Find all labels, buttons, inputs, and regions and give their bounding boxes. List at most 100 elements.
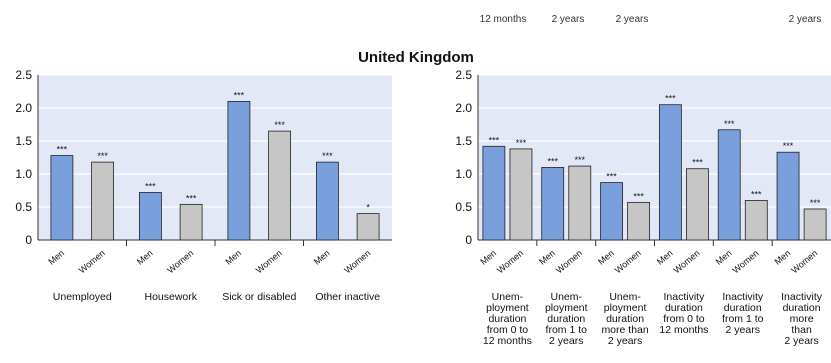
bar-men	[315, 161, 339, 241]
group-label: Unem-ployment duration more than 2 years	[601, 291, 648, 347]
group-label: Unemployed	[53, 291, 112, 303]
group-label-line: duration	[724, 302, 762, 314]
bar-men	[541, 166, 565, 241]
x-tick-label: Women	[495, 248, 525, 275]
group-label: Inactivity duration from 1 to 2 years	[722, 291, 764, 336]
left-panel: 0 0.5 1.0 1.5 2.0 2.5 *** Men *** Women Unemployed…	[15, 68, 392, 303]
group-label-line: 2 years	[784, 335, 818, 347]
group-label-line: 12 months	[483, 335, 532, 347]
y-tick-label: 1.0	[15, 167, 32, 181]
group-label-line: more	[790, 313, 814, 325]
significance-label: ***	[575, 155, 586, 165]
x-tick-label: Women	[730, 248, 760, 275]
significance-label: ***	[57, 145, 68, 155]
x-tick-label: Women	[342, 248, 372, 275]
bar-men	[227, 101, 251, 241]
plot-area	[478, 75, 831, 240]
significance-label: *	[366, 203, 370, 213]
y-tick-label: 2.0	[455, 101, 472, 115]
significance-label: ***	[810, 198, 821, 208]
significance-label: ***	[234, 90, 245, 100]
bar-women	[686, 168, 709, 241]
group-label: Housework	[144, 291, 197, 303]
y-tick-label: 0.5	[455, 200, 472, 214]
significance-label: ***	[783, 141, 794, 151]
bar-women	[568, 165, 592, 241]
bar-men	[138, 192, 162, 241]
significance-label: ***	[145, 181, 156, 191]
y-tick-label: 0	[25, 233, 32, 247]
group-label: Unem-ployment duration from 1 to 2 years	[545, 291, 588, 347]
group-label: Sick or disabled	[222, 291, 296, 303]
group-label-line: from 0 to	[663, 313, 705, 325]
group-label-line: 12 months	[659, 324, 708, 336]
group-label-line: duration	[488, 313, 526, 325]
bar-women	[268, 130, 292, 241]
y-tick-label: 2.0	[15, 101, 32, 115]
significance-label: ***	[186, 193, 197, 203]
group-label-line: 2 years	[608, 335, 642, 347]
group-label-line: from 0 to	[487, 324, 529, 336]
x-tick-label: Women	[554, 248, 584, 275]
x-tick-label: Women	[165, 248, 195, 275]
x-tick-label: Men	[655, 248, 675, 267]
group-label-line: from 1 to	[722, 313, 764, 325]
x-tick-label: Men	[478, 248, 498, 267]
y-tick-label: 2.5	[455, 68, 472, 82]
group-label-line: Unem-	[550, 291, 582, 303]
significance-label: ***	[97, 151, 108, 161]
group-label-line: 2 years	[549, 335, 583, 347]
group-label-line: ployment	[604, 302, 647, 314]
group-label-line: than	[791, 324, 812, 336]
group-label-line: ployment	[486, 302, 529, 314]
bar-men	[658, 104, 682, 241]
bar-women	[356, 213, 380, 241]
x-tick-label: Men	[772, 248, 792, 267]
x-tick-label: Men	[46, 248, 66, 267]
group-label-line: duration	[665, 302, 703, 314]
group-label-line: Inactivity	[781, 291, 823, 303]
bar-women	[744, 199, 768, 241]
y-tick-label: 1.0	[455, 167, 472, 181]
y-tick-label: 0.5	[15, 200, 32, 214]
x-tick-label: Men	[537, 248, 557, 267]
group-label-line: Sick or disabled	[222, 291, 296, 303]
group-label-line: from 1 to	[546, 324, 588, 336]
x-tick-label: Men	[223, 248, 243, 267]
significance-label: ***	[274, 120, 285, 130]
group-label: Other inactive	[315, 291, 380, 303]
group-label-line: Unemployed	[53, 291, 112, 303]
significance-label: ***	[547, 156, 558, 166]
chart-title: United Kingdom	[358, 49, 474, 66]
group-label-line: Inactivity	[722, 291, 764, 303]
y-tick-label: 1.5	[455, 134, 472, 148]
x-tick-label: Men	[312, 248, 332, 267]
x-tick-label: Men	[714, 248, 734, 267]
group-label-line: Inactivity	[663, 291, 705, 303]
bar-men	[50, 155, 74, 241]
group-label: Unem-ployment duration from 0 to 12 months	[483, 291, 532, 347]
significance-label: ***	[633, 191, 644, 201]
significance-label: ***	[516, 138, 527, 148]
group-label: Inactivity duration more than 2 years	[781, 291, 823, 347]
right-panel: 0 0.5 1.0 1.5 2.0 2.5 *** Men *** Women Unem-ploym…	[455, 68, 831, 347]
bar-men	[600, 182, 623, 241]
group-label-line: Housework	[144, 291, 197, 303]
group-label-line: duration	[783, 302, 821, 314]
significance-label: ***	[751, 189, 762, 199]
bar-men	[482, 145, 506, 241]
top-partial-label: 12 months	[480, 14, 527, 25]
x-tick-label: Women	[254, 248, 284, 275]
bar-men	[776, 151, 800, 241]
significance-label: ***	[724, 119, 735, 129]
y-tick-label: 1.5	[15, 134, 32, 148]
group-label: Inactivity duration from 0 to 12 months	[659, 291, 708, 336]
bar-women	[627, 201, 651, 241]
significance-label: ***	[489, 135, 500, 145]
bar-men	[717, 129, 741, 241]
group-label-line: 2 years	[726, 324, 760, 336]
x-tick-label: Women	[613, 248, 643, 275]
group-label-line: Other inactive	[315, 291, 380, 303]
